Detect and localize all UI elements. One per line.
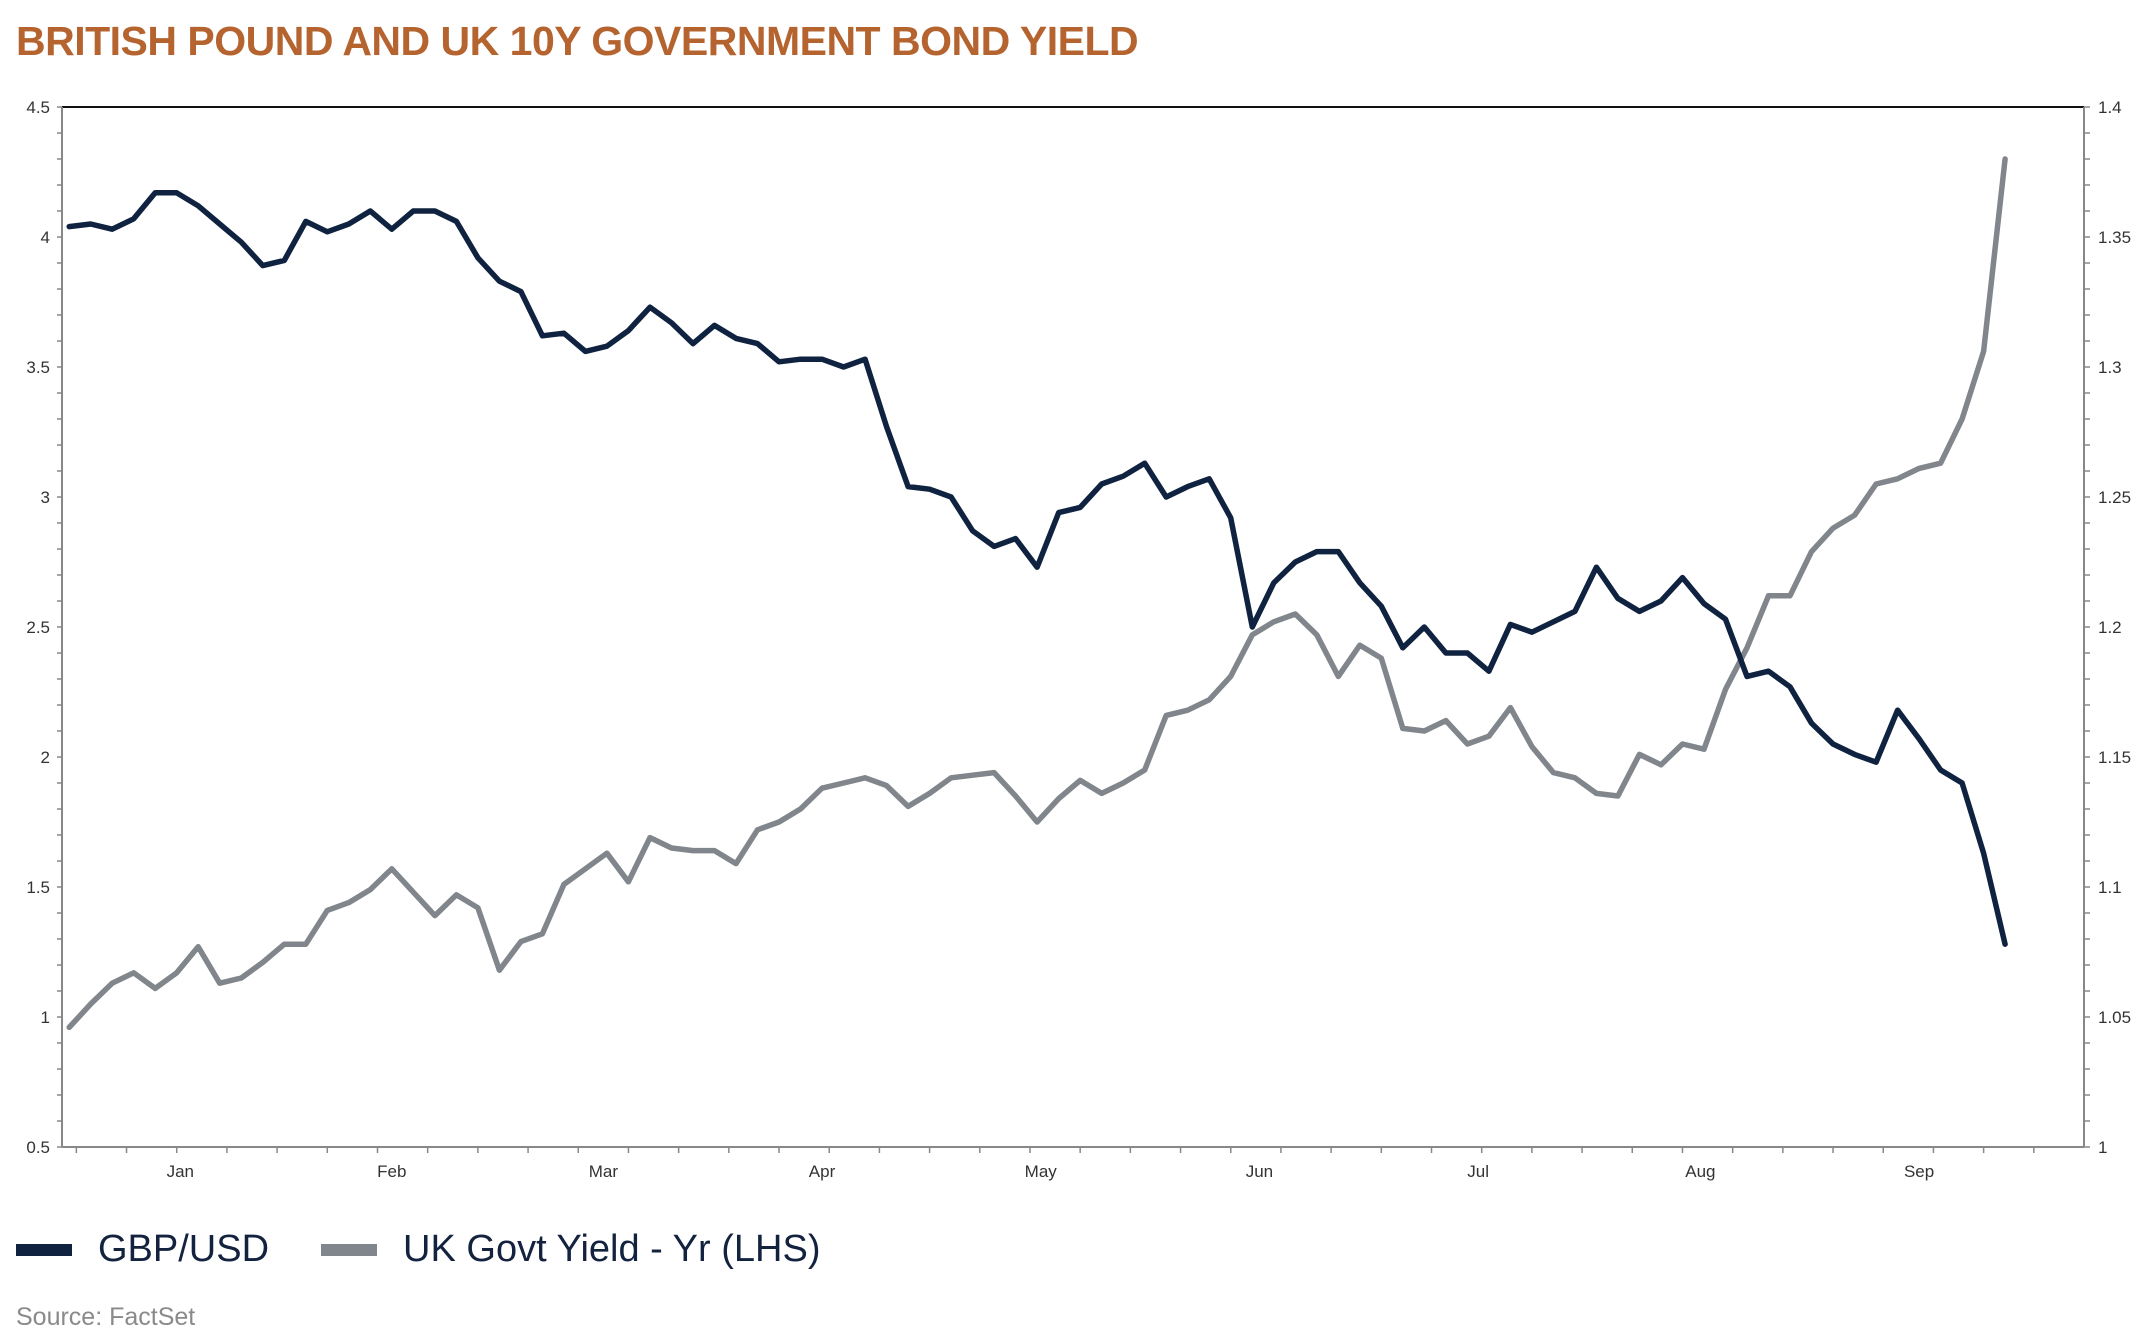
right-axis-tick-label: 1.2 xyxy=(2098,618,2122,637)
x-axis-tick-label: Jul xyxy=(1467,1162,1489,1181)
left-axis-tick-label: 4.5 xyxy=(26,98,50,117)
right-axis-tick-label: 1.05 xyxy=(2098,1008,2131,1027)
right-axis-tick-label: 1.15 xyxy=(2098,748,2131,767)
series-lines xyxy=(66,156,2008,1031)
legend: GBP/USD UK Govt Yield - Yr (LHS) xyxy=(16,1228,872,1271)
legend-item-uk-yield: UK Govt Yield - Yr (LHS) xyxy=(321,1228,820,1271)
axes: 0.5 1 1.5 2 2.5 3 3.5 4 4.5 1 1.05 1.1 1.15 1.2 1.25 1.… xyxy=(26,98,2131,1181)
x-axis-tick-label: May xyxy=(1025,1162,1058,1181)
chart-title: BRITISH POUND AND UK 10Y GOVERNMENT BOND… xyxy=(16,18,1139,64)
series-line-uk-yield xyxy=(66,156,2008,1031)
left-axis-tick-label: 1 xyxy=(41,1008,50,1027)
right-axis-tick-label: 1.1 xyxy=(2098,878,2122,897)
x-axis-tick-label: Sep xyxy=(1904,1162,1934,1181)
x-axis-tick-label: Jun xyxy=(1246,1162,1273,1181)
source-note: Source: FactSet xyxy=(16,1303,196,1331)
left-axis-tick-label: 2.5 xyxy=(26,618,50,637)
left-axis-tick-label: 1.5 xyxy=(26,878,50,897)
legend-label-gbp-usd: GBP/USD xyxy=(98,1228,270,1270)
legend-item-gbp-usd: GBP/USD xyxy=(16,1228,269,1271)
right-axis-tick-label: 1.4 xyxy=(2098,98,2122,117)
legend-swatch-uk-yield xyxy=(321,1243,378,1256)
legend-label-uk-yield: UK Govt Yield - Yr (LHS) xyxy=(403,1228,821,1270)
left-axis-tick-label: 4 xyxy=(41,228,50,247)
right-axis-tick-label: 1.25 xyxy=(2098,488,2131,507)
legend-swatch-gbp-usd xyxy=(16,1243,72,1256)
right-axis-tick-label: 1 xyxy=(2098,1138,2107,1157)
x-axis-tick-label: Mar xyxy=(589,1162,619,1181)
right-axis-tick-label: 1.3 xyxy=(2098,358,2122,377)
x-axis-tick-label: Feb xyxy=(377,1162,406,1181)
series-line-gbp-usd xyxy=(66,190,2008,947)
left-axis-tick-label: 3 xyxy=(41,488,50,507)
x-axis-tick-label: Aug xyxy=(1685,1162,1715,1181)
left-axis-tick-label: 3.5 xyxy=(26,358,50,377)
x-axis-tick-label: Jan xyxy=(167,1162,194,1181)
right-axis-tick-label: 1.35 xyxy=(2098,228,2131,247)
left-axis-tick-label: 2 xyxy=(41,748,50,767)
x-axis-tick-label: Apr xyxy=(809,1162,836,1181)
left-axis-tick-label: 0.5 xyxy=(26,1138,50,1157)
